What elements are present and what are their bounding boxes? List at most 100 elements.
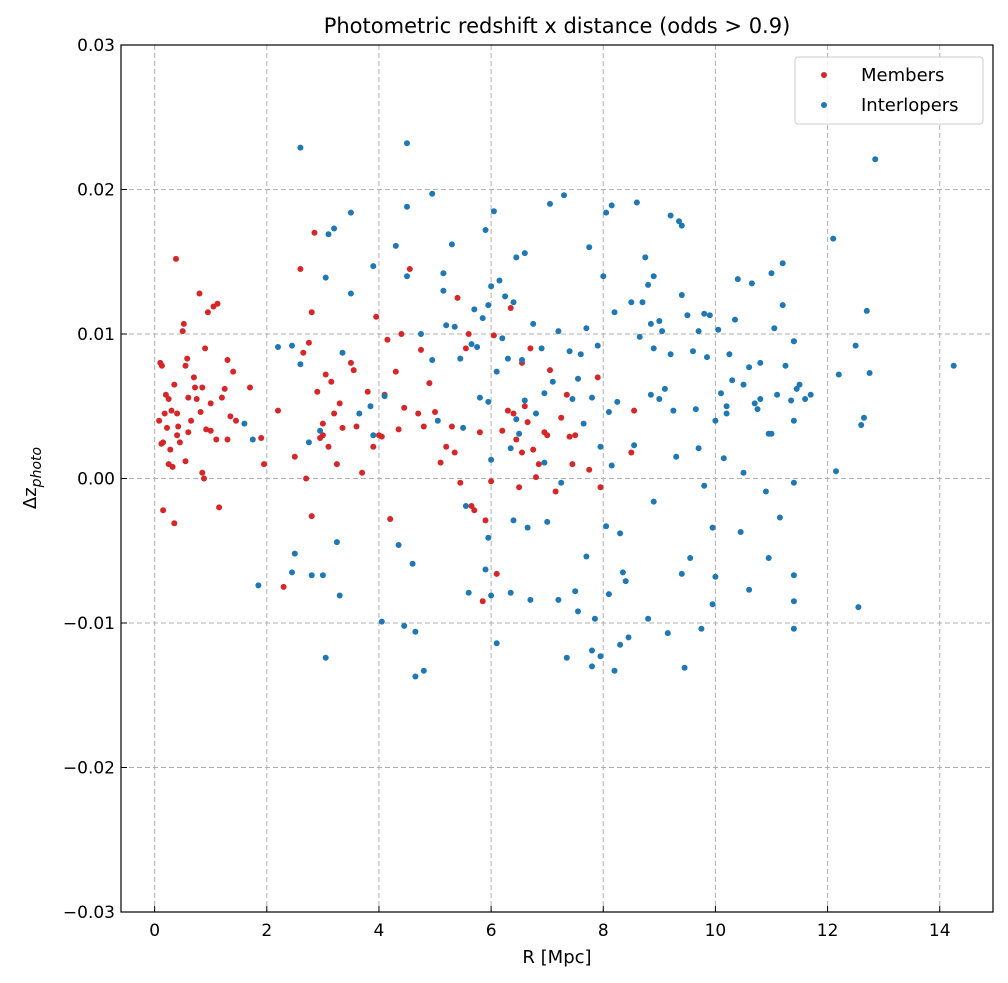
point-interlopers — [762, 488, 769, 495]
point-members — [328, 378, 335, 385]
point-members — [350, 367, 357, 374]
point-members — [597, 484, 604, 491]
point-members — [261, 461, 267, 468]
point-interlopers — [667, 212, 674, 219]
point-members — [476, 429, 483, 436]
point-members — [173, 255, 179, 262]
point-members — [275, 407, 281, 414]
point-interlopers — [490, 208, 497, 215]
point-interlopers — [493, 640, 500, 647]
point-members — [507, 305, 514, 311]
point-interlopers — [474, 344, 481, 350]
point-interlopers — [833, 468, 839, 475]
point-interlopers — [622, 578, 629, 585]
point-members — [387, 516, 394, 522]
point-interlopers — [872, 156, 879, 163]
point-interlopers — [249, 436, 256, 443]
point-interlopers — [790, 572, 797, 579]
point-interlopers — [305, 439, 312, 446]
point-interlopers — [499, 335, 506, 342]
point-interlopers — [600, 273, 607, 280]
point-interlopers — [468, 341, 475, 348]
point-members — [544, 432, 551, 439]
point-interlopers — [533, 410, 539, 417]
point-interlopers — [614, 398, 621, 405]
point-members — [202, 345, 209, 352]
point-interlopers — [597, 443, 604, 450]
point-interlopers — [561, 192, 567, 199]
point-interlopers — [790, 417, 797, 424]
point-interlopers — [594, 342, 601, 349]
point-interlopers — [863, 307, 870, 314]
point-interlopers — [583, 325, 590, 332]
point-members — [203, 426, 210, 433]
point-members — [448, 423, 455, 430]
point-interlopers — [530, 320, 537, 327]
point-interlopers — [647, 391, 654, 398]
point-members — [193, 396, 200, 402]
point-members — [415, 410, 422, 417]
point-interlopers — [835, 371, 842, 378]
point-interlopers — [572, 588, 579, 595]
point-interlopers — [695, 328, 702, 335]
point-interlopers — [241, 420, 248, 427]
point-interlopers — [589, 647, 595, 654]
point-interlopers — [367, 403, 374, 410]
point-members — [465, 331, 472, 337]
point-members — [258, 435, 265, 441]
point-interlopers — [619, 569, 626, 576]
point-members — [527, 345, 534, 352]
point-interlopers — [807, 391, 814, 398]
point-interlopers — [597, 653, 604, 660]
point-interlopers — [701, 310, 708, 317]
point-interlopers — [861, 414, 867, 421]
point-interlopers — [558, 479, 565, 486]
point-interlopers — [723, 410, 730, 417]
point-members — [192, 384, 198, 391]
x-tick-label: 10 — [705, 921, 727, 941]
point-interlopers — [734, 276, 741, 283]
point-interlopers — [412, 673, 419, 680]
point-interlopers — [485, 302, 492, 309]
point-members — [182, 362, 189, 369]
point-members — [308, 309, 315, 316]
point-interlopers — [625, 634, 632, 641]
point-interlopers — [275, 344, 281, 350]
point-members — [336, 400, 343, 407]
point-members — [171, 520, 178, 527]
legend-label-members: Members — [861, 65, 944, 86]
point-members — [566, 433, 573, 440]
point-members — [180, 320, 187, 327]
point-interlopers — [732, 316, 738, 323]
point-interlopers — [776, 514, 783, 521]
point-interlopers — [611, 667, 618, 674]
point-members — [164, 424, 170, 431]
point-members — [162, 391, 169, 398]
grid — [121, 45, 993, 912]
point-interlopers — [541, 390, 548, 397]
point-interlopers — [687, 555, 694, 561]
point-interlopers — [830, 235, 837, 242]
point-members — [443, 443, 450, 450]
point-interlopers — [678, 222, 685, 229]
point-members — [161, 410, 168, 417]
point-interlopers — [591, 615, 598, 622]
y-tick-label: −0.01 — [63, 614, 115, 634]
point-interlopers — [451, 323, 458, 330]
point-interlopers — [513, 416, 520, 423]
point-members — [216, 504, 223, 511]
point-members — [437, 459, 444, 466]
point-interlopers — [802, 396, 809, 402]
point-interlopers — [628, 299, 635, 306]
point-members — [552, 488, 559, 495]
point-members — [373, 313, 380, 320]
x-tick-label: 2 — [261, 921, 272, 941]
point-members — [535, 461, 542, 468]
point-interlopers — [488, 592, 495, 599]
y-tick-label: 0.00 — [77, 470, 115, 490]
point-interlopers — [695, 445, 702, 452]
point-interlopers — [774, 391, 781, 398]
point-members — [311, 229, 318, 236]
point-members — [493, 570, 500, 577]
point-members — [533, 474, 539, 481]
